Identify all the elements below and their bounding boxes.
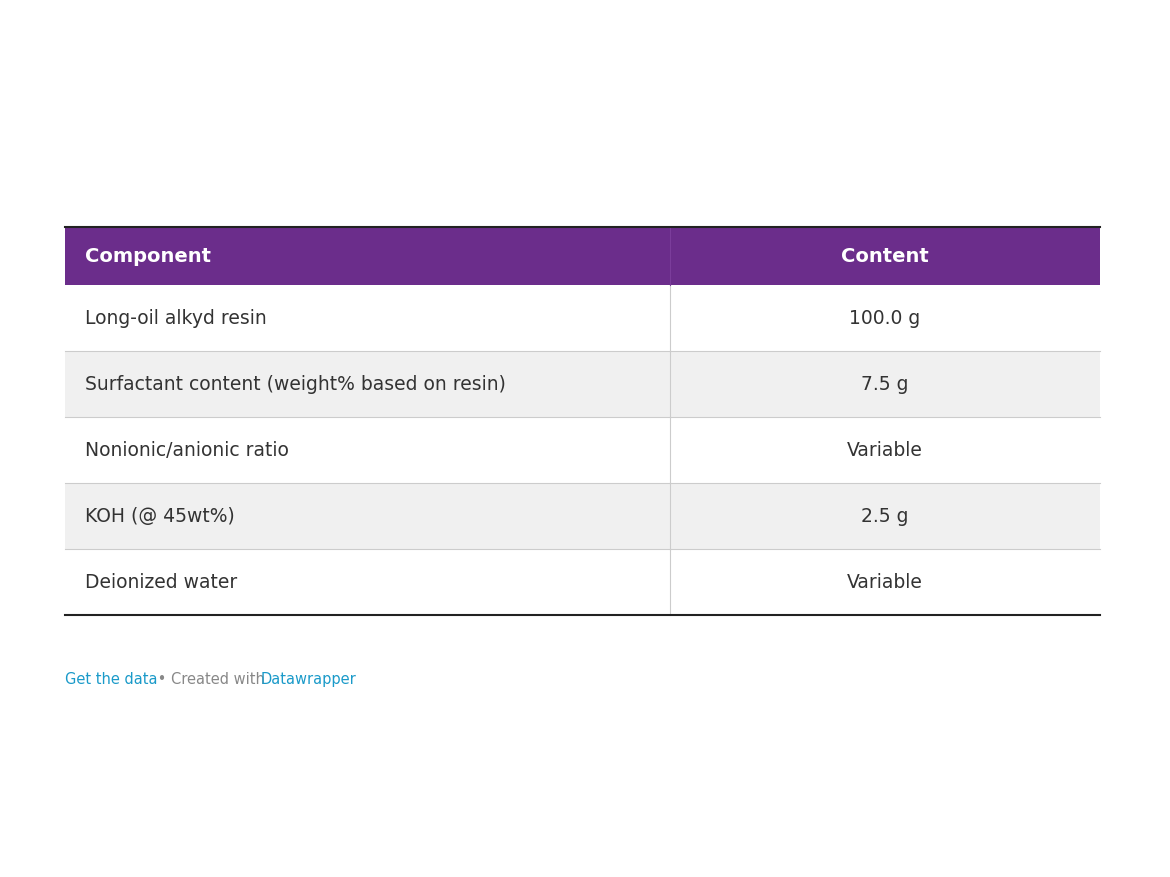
Bar [66, 286, 1100, 352]
Text: Variable: Variable [847, 441, 923, 460]
Text: Deionized water: Deionized water [85, 573, 238, 592]
Text: KOH (@ 45wt%): KOH (@ 45wt%) [85, 507, 235, 526]
Bar [66, 417, 1100, 483]
Text: 100.0 g: 100.0 g [849, 310, 921, 328]
Text: Content: Content [841, 247, 929, 267]
Text: Long-oil alkyd resin: Long-oil alkyd resin [85, 310, 267, 328]
Bar [66, 228, 1100, 286]
Text: • Created with: • Created with [153, 672, 269, 687]
Bar [66, 352, 1100, 417]
Text: Component: Component [85, 247, 211, 267]
Text: 2.5 g: 2.5 g [861, 507, 909, 526]
Text: Surfactant content (weight% based on resin): Surfactant content (weight% based on res… [85, 375, 505, 394]
Text: Variable: Variable [847, 573, 923, 592]
Text: Get the data: Get the data [66, 672, 158, 687]
Text: Nonionic/anionic ratio: Nonionic/anionic ratio [85, 441, 289, 460]
Bar [66, 483, 1100, 549]
Text: 7.5 g: 7.5 g [861, 375, 909, 394]
Bar [66, 549, 1100, 616]
Text: Datawrapper: Datawrapper [261, 672, 357, 687]
